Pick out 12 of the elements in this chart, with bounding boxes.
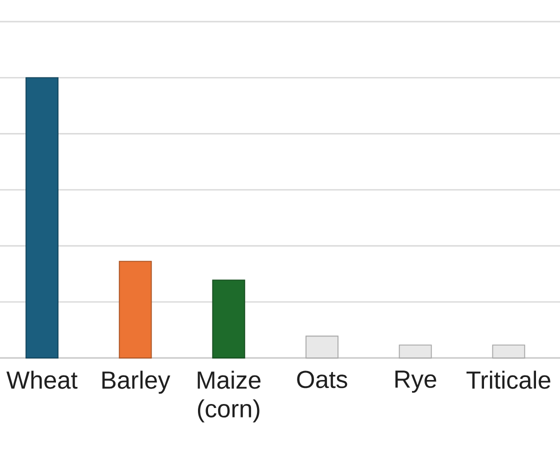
x-tick-label: Wheat: [6, 370, 78, 389]
bar: [118, 260, 152, 358]
x-tick-label: Maize (corn): [198, 370, 260, 422]
x-tick-label: Rye: [395, 370, 436, 393]
x-tick-label: Oats: [297, 370, 348, 388]
x-tick-label: Barley: [102, 370, 170, 394]
bar: [306, 336, 338, 358]
bar: [26, 77, 58, 358]
bar: [398, 344, 432, 358]
bar: [492, 344, 526, 358]
bar: [212, 280, 246, 358]
x-tick-label: Triticale: [466, 370, 550, 389]
